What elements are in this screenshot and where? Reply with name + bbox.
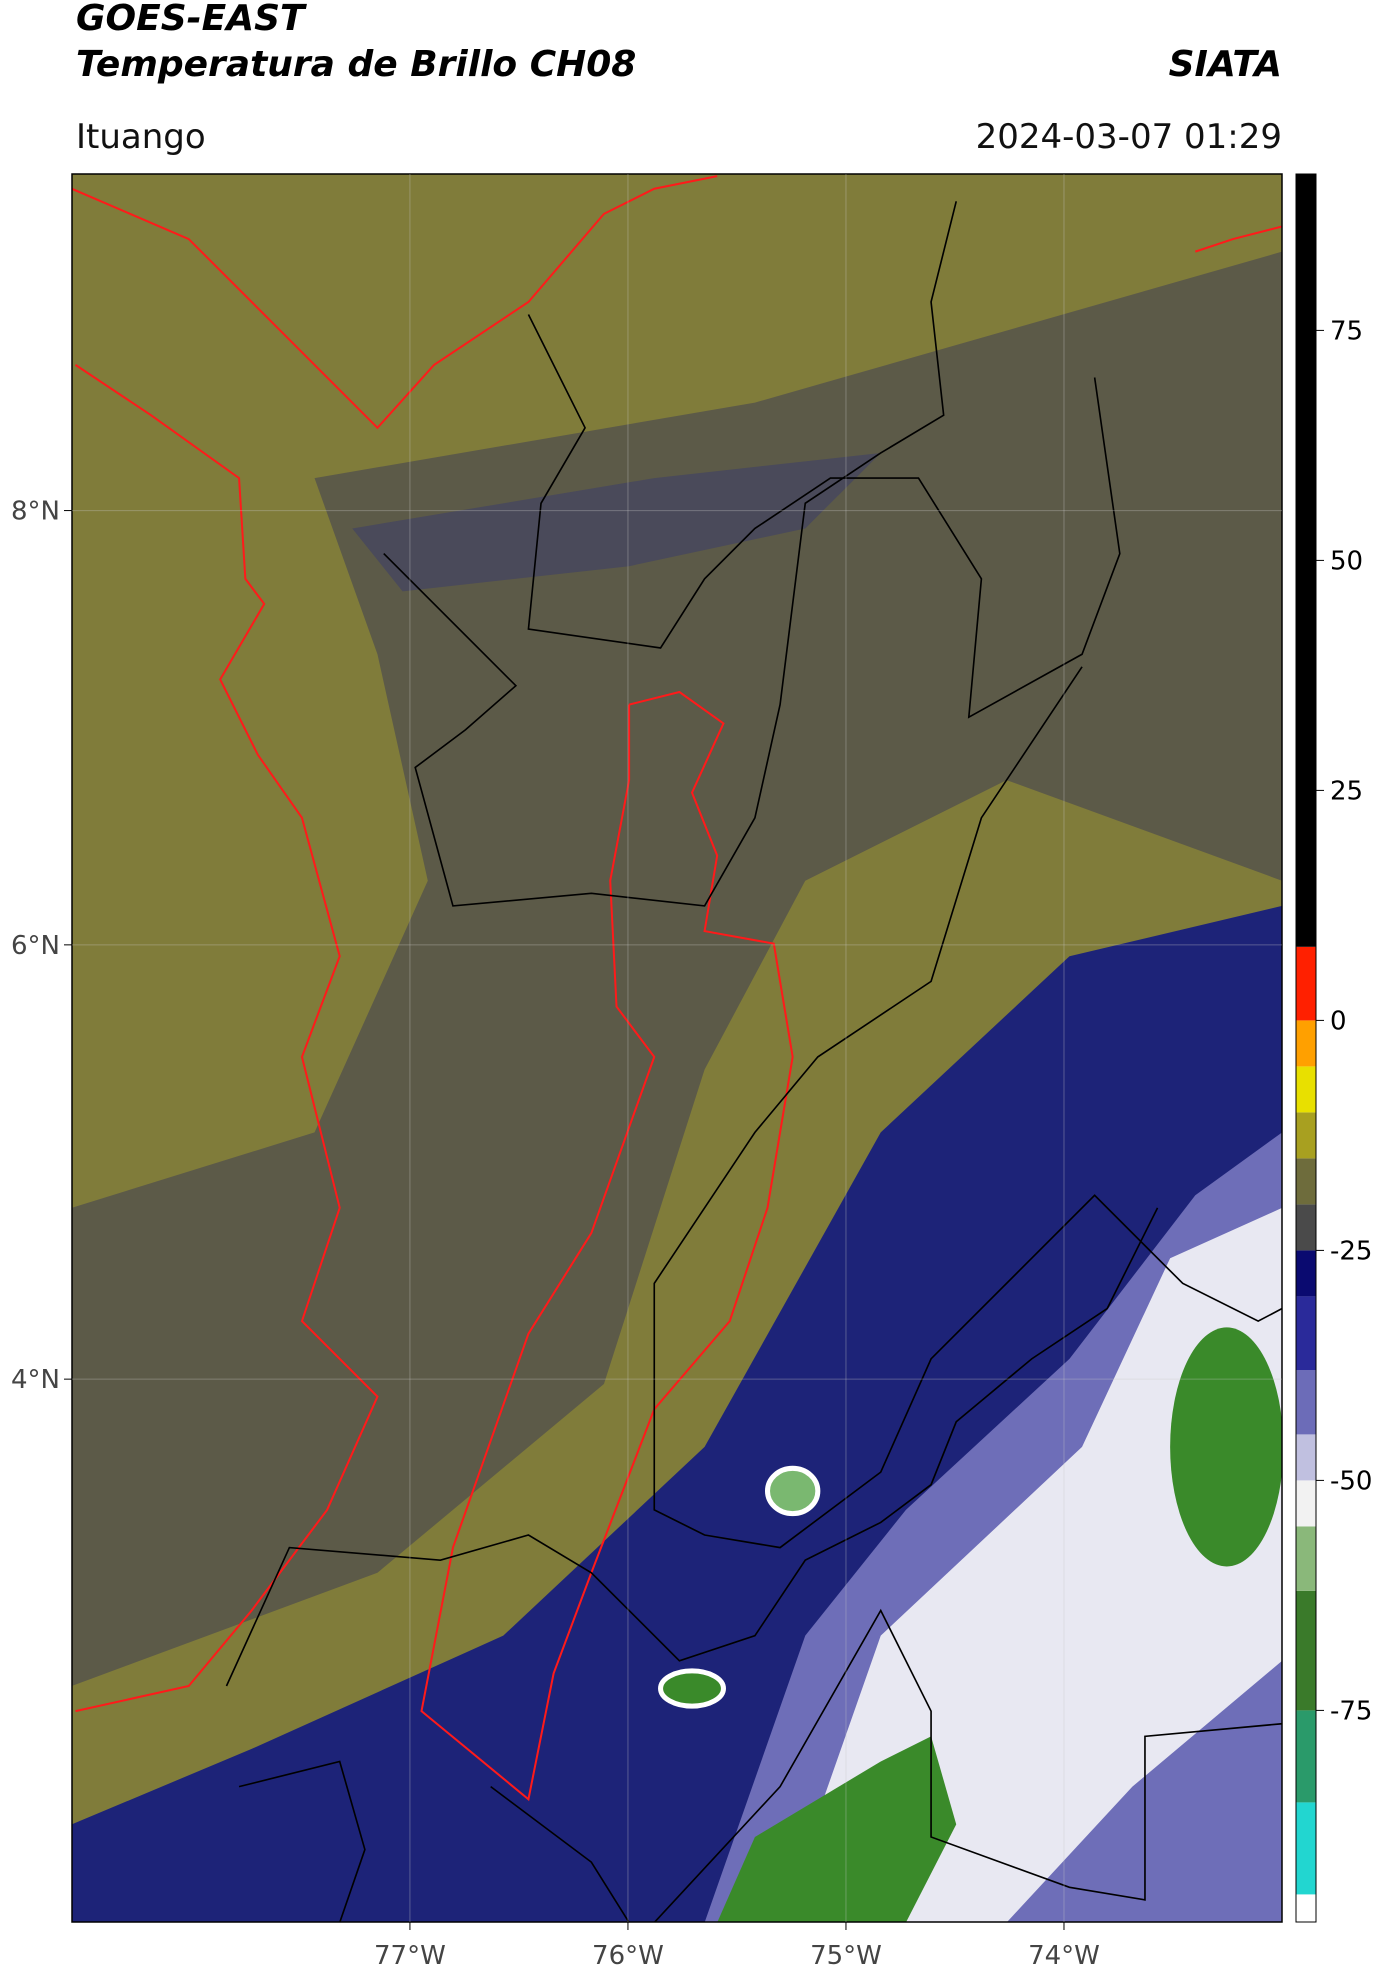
colorbar-tick-label: 75 (1330, 316, 1363, 346)
colorbar-segment (1296, 1296, 1316, 1370)
colorbar-segment (1296, 1526, 1316, 1591)
colorbar-segment (1296, 1158, 1316, 1205)
x-tick-label: 77°W (374, 1941, 446, 1971)
colorbar-segment (1296, 1480, 1316, 1527)
colorbar-segment (1296, 946, 1316, 1021)
title: GOES-EAST (76, 0, 307, 39)
colorbar-frame (1295, 173, 1317, 1923)
colorbar-segment (1296, 1066, 1316, 1113)
colorbar-tick-label: -75 (1330, 1696, 1372, 1726)
colorbar-segment (1296, 1710, 1316, 1803)
colorbar-tick-label: 50 (1330, 546, 1363, 576)
colorbar-segment (1296, 1802, 1316, 1895)
x-tick-label: 74°W (1028, 1941, 1100, 1971)
colorbar-tick-label: -50 (1330, 1466, 1372, 1496)
colorbar-segment (1296, 1590, 1316, 1711)
colorbar-segment (1296, 174, 1316, 947)
colorbar-tick-label: -25 (1330, 1236, 1372, 1266)
colorbar-segment (1296, 1204, 1316, 1251)
colorbar-tick-label: 0 (1330, 1006, 1347, 1036)
subtitle: Temperatura de Brillo CH08 (76, 44, 636, 85)
location: Ituango (76, 117, 206, 157)
datetime: 2024-03-07 01:29 (976, 117, 1282, 157)
y-tick-label: 4°N (11, 1365, 60, 1395)
colorbar-segment (1296, 1112, 1316, 1159)
colorbar-segment (1296, 1434, 1316, 1481)
colorbar-segment (1296, 1020, 1316, 1067)
colorbar-segment (1296, 1250, 1316, 1297)
colorbar-tick-label: 25 (1330, 776, 1363, 806)
colorbar-segment (1296, 1370, 1316, 1435)
y-tick-label: 6°N (11, 931, 60, 961)
map-image (72, 174, 1282, 1922)
x-tick-label: 76°W (592, 1941, 664, 1971)
x-tick-label: 75°W (810, 1941, 882, 1971)
y-tick-label: 8°N (11, 497, 60, 527)
map-frame (71, 173, 1283, 1923)
colorbar-segment (1296, 1894, 1316, 1922)
brand: SIATA (1169, 44, 1282, 85)
